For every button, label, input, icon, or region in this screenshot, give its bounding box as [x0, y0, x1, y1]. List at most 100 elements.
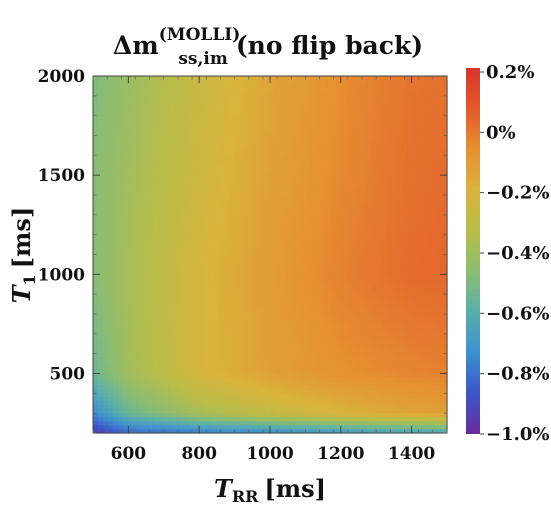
heatmap-cell	[381, 270, 387, 275]
heatmap-cell	[219, 290, 226, 295]
heatmap-cell	[259, 314, 266, 319]
heatmap-cell	[371, 317, 377, 323]
heatmap-cell	[406, 167, 413, 172]
heatmap-cell	[325, 135, 332, 141]
heatmap-cell	[143, 139, 150, 145]
heatmap-cell	[426, 151, 433, 156]
heatmap-cell	[234, 151, 241, 156]
heatmap-cell	[244, 310, 251, 315]
heatmap-cell	[113, 306, 119, 311]
heatmap-cell	[168, 76, 175, 81]
heatmap-cell	[320, 167, 327, 172]
heatmap-cell	[239, 226, 246, 232]
heatmap-cell	[199, 107, 205, 113]
heatmap-cell	[189, 314, 195, 319]
heatmap-cell	[103, 317, 109, 323]
heatmap-cell	[143, 333, 150, 339]
heatmap-cell	[178, 175, 185, 180]
heatmap-cell	[391, 191, 398, 196]
heatmap-cell	[396, 187, 403, 192]
heatmap-cell	[381, 143, 387, 148]
heatmap-cell	[254, 159, 261, 164]
heatmap-cell	[315, 202, 322, 208]
heatmap-cell	[93, 226, 99, 232]
heatmap-cell	[194, 345, 200, 351]
heatmap-cell	[310, 95, 317, 101]
heatmap-cell	[184, 274, 190, 279]
heatmap-cell	[138, 310, 145, 315]
heatmap-cell	[214, 302, 221, 307]
heatmap-cell	[270, 349, 276, 355]
heatmap-cell	[406, 103, 413, 109]
heatmap-cell	[153, 103, 160, 109]
heatmap-cell	[239, 135, 246, 141]
heatmap-cell	[386, 218, 392, 224]
heatmap-cell	[421, 349, 428, 355]
heatmap-cell	[310, 202, 317, 208]
heatmap-cell	[194, 111, 200, 117]
heatmap-cell	[396, 314, 403, 319]
heatmap-cell	[93, 306, 99, 311]
heatmap-cell	[285, 262, 291, 267]
heatmap-cell	[355, 230, 362, 236]
heatmap-cell	[118, 127, 124, 133]
heatmap-cell	[209, 210, 215, 216]
heatmap-cell	[143, 349, 150, 355]
heatmap-cell	[441, 310, 448, 315]
heatmap-cell	[108, 341, 114, 347]
heatmap-cell	[426, 123, 433, 129]
heatmap-cell	[204, 115, 210, 121]
heatmap-cell	[436, 321, 443, 327]
heatmap-cell	[113, 191, 119, 196]
heatmap-cell	[355, 325, 362, 331]
heatmap-cell	[406, 171, 413, 176]
heatmap-cell	[168, 175, 175, 180]
heatmap-cell	[275, 242, 281, 248]
heatmap-cell	[244, 282, 251, 287]
heatmap-cell	[361, 163, 367, 168]
heatmap-cell	[118, 83, 124, 89]
heatmap-cell	[411, 286, 418, 291]
heatmap-cell	[285, 127, 291, 133]
heatmap-cell	[406, 314, 413, 319]
heatmap-cell	[153, 274, 160, 279]
heatmap-cell	[345, 278, 352, 283]
heatmap-cell	[93, 167, 99, 172]
heatmap-cell	[280, 258, 286, 264]
heatmap-cell	[366, 151, 372, 156]
heatmap-cell	[335, 333, 342, 339]
heatmap-cell	[300, 306, 306, 311]
heatmap-cell	[209, 337, 215, 343]
heatmap-cell	[229, 79, 236, 85]
heatmap-cell	[280, 218, 286, 224]
heatmap-cell	[280, 135, 286, 141]
heatmap-cell	[163, 179, 170, 184]
heatmap-cell	[300, 87, 306, 93]
heatmap-cell	[270, 270, 276, 275]
heatmap-cell	[345, 314, 352, 319]
heatmap-cell	[244, 246, 251, 252]
heatmap-cell	[93, 76, 99, 81]
heatmap-cell	[128, 163, 135, 168]
heatmap-cell	[148, 206, 155, 212]
heatmap-cell	[189, 242, 195, 248]
heatmap-cell	[345, 333, 352, 339]
heatmap-cell	[113, 230, 119, 236]
heatmap-cell	[158, 302, 165, 307]
heatmap-cell	[148, 278, 155, 283]
heatmap-cell	[335, 119, 342, 125]
heatmap-cell	[234, 349, 241, 355]
heatmap-cell	[214, 91, 221, 97]
heatmap-cell	[103, 87, 109, 93]
heatmap-cell	[431, 143, 438, 148]
heatmap-cell	[224, 151, 231, 156]
heatmap-cell	[391, 187, 398, 192]
heatmap-cell	[173, 218, 180, 224]
heatmap-cell	[416, 123, 423, 129]
heatmap-cell	[275, 131, 281, 137]
heatmap-cell	[249, 191, 256, 196]
heatmap-cell	[330, 107, 337, 113]
heatmap-cell	[118, 278, 124, 283]
heatmap-cell	[239, 99, 246, 105]
heatmap-cell	[305, 278, 312, 283]
